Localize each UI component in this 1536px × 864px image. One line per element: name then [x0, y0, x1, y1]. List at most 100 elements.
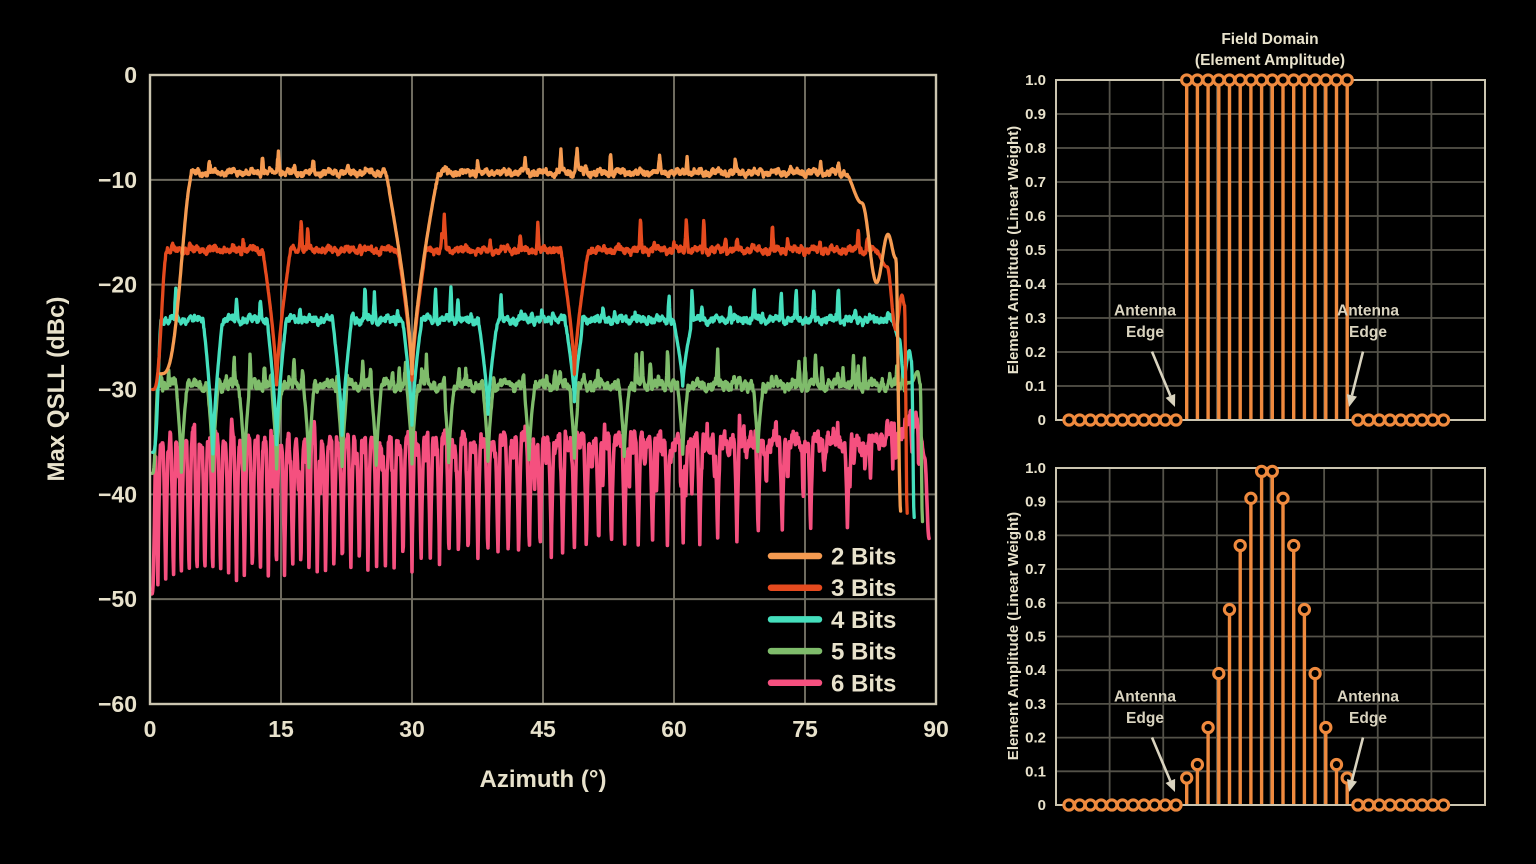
stem-marker [1212, 666, 1226, 681]
stem-marker [1254, 464, 1269, 479]
stem-marker [1201, 73, 1215, 87]
stem-marker-zero [1361, 798, 1376, 812]
main-chart-series [150, 146, 931, 596]
stem-marker [1276, 491, 1290, 505]
legend-item: 5 Bits [767, 639, 896, 666]
y-tick-label: 0.2 [1025, 344, 1046, 361]
y-tick-label: 0.1 [1025, 763, 1046, 780]
uniform-chart-y-axis-label: Element Amplitude (Linear Weight) [1005, 126, 1022, 374]
stem-marker-zero [1404, 413, 1419, 427]
stem-marker [1297, 73, 1312, 87]
y-tick-label: 1.0 [1025, 72, 1046, 89]
stem-marker [1190, 757, 1205, 772]
stem-marker-zero [1383, 413, 1397, 427]
stem-marker [1244, 491, 1258, 505]
y-tick-label: 0.8 [1025, 527, 1046, 544]
field-domain-title-line1: Field Domain [1221, 31, 1318, 48]
stem-marker-zero [1372, 413, 1386, 427]
stem-marker-zero [1404, 798, 1419, 812]
y-tick-label: 0 [124, 62, 137, 88]
y-tick-label: 0.4 [1025, 662, 1047, 679]
stem-marker [1287, 538, 1301, 553]
legend-label: 2 Bits [831, 544, 896, 571]
stem-marker [1233, 73, 1247, 87]
stem-marker-zero [1426, 413, 1440, 427]
stem-marker [1244, 73, 1258, 87]
y-tick-label: 0.5 [1025, 629, 1046, 646]
stem-marker-zero [1158, 413, 1172, 427]
y-tick-label: 0.4 [1025, 276, 1047, 293]
stem-marker-zero [1126, 798, 1140, 812]
stem-marker [1180, 73, 1194, 87]
series-line-2-bits [158, 146, 903, 513]
legend-item: 2 Bits [767, 544, 896, 571]
stem-marker [1276, 73, 1290, 87]
antenna-edge-arrowhead [1346, 779, 1358, 792]
antenna-edge-arrow [1350, 351, 1365, 396]
stem-marker [1340, 73, 1354, 87]
y-tick-label: −30 [98, 377, 137, 403]
stem-marker [1190, 73, 1205, 87]
legend-item: 3 Bits [767, 575, 896, 602]
stem-marker [1265, 464, 1279, 479]
series-line-3-bits [150, 212, 909, 515]
antenna-edge-arrow [1350, 737, 1365, 781]
stem-marker-zero [1147, 413, 1162, 427]
stem-marker-zero [1073, 413, 1087, 427]
stem-marker [1308, 666, 1322, 681]
stem-marker [1319, 73, 1333, 87]
y-tick-label: 0.6 [1025, 208, 1046, 225]
y-tick-label: 0.7 [1025, 174, 1046, 191]
stem-marker [1180, 771, 1194, 785]
stem-marker-zero [1169, 413, 1183, 427]
plot-frame [148, 73, 938, 706]
stem-marker-zero [1394, 413, 1408, 427]
legend-label: 3 Bits [831, 575, 896, 602]
x-tick-label: 30 [399, 716, 425, 742]
stem-marker-zero [1351, 413, 1365, 427]
y-tick-label: −60 [98, 691, 137, 717]
tapered-chart-y-axis-label: Element Amplitude (Linear Weight) [1005, 512, 1022, 760]
y-tick-label: 0.3 [1025, 310, 1046, 327]
stem-marker [1222, 73, 1237, 87]
stem-marker [1329, 73, 1344, 87]
antenna-edge-annotation: Antenna Edge [1114, 303, 1176, 342]
stem-marker-zero [1147, 798, 1162, 812]
x-tick-label: 15 [268, 716, 294, 742]
stem-marker-zero [1083, 413, 1098, 427]
y-tick-label: 0.3 [1025, 696, 1046, 713]
y-tick-label: 0.8 [1025, 140, 1046, 157]
stem-marker [1233, 538, 1247, 553]
stem-marker [1265, 73, 1279, 87]
stem-marker-zero [1115, 413, 1130, 427]
x-tick-label: 90 [923, 716, 949, 742]
x-tick-label: 75 [792, 716, 818, 742]
y-tick-label: 0 [1038, 412, 1046, 429]
stem-marker-zero [1062, 798, 1076, 812]
stem-marker-zero [1436, 413, 1451, 427]
stem-marker-zero [1126, 413, 1140, 427]
y-tick-label: 0.9 [1025, 106, 1046, 123]
antenna-edge-arrowhead [1165, 778, 1176, 792]
stem-marker [1222, 602, 1237, 617]
stem-marker-zero [1073, 798, 1087, 812]
stem-marker-zero [1094, 413, 1108, 427]
stem-marker-zero [1426, 798, 1440, 812]
y-tick-label: 1.0 [1025, 460, 1046, 477]
stem-marker-zero [1415, 798, 1429, 812]
stem-marker [1201, 720, 1215, 735]
legend: 2 Bits 3 Bits 4 Bits 5 Bits 6 Bits [767, 544, 896, 697]
legend-label: 6 Bits [831, 670, 896, 697]
stem-marker [1212, 73, 1226, 87]
x-tick-label: 60 [661, 716, 687, 742]
stem-marker-zero [1094, 798, 1108, 812]
stem-marker-zero [1115, 798, 1130, 812]
y-tick-label: 0 [1038, 797, 1046, 814]
stem-marker-zero [1436, 798, 1451, 812]
y-tick-label: −50 [98, 586, 137, 612]
series-line-6-bits [150, 408, 931, 596]
antenna-edge-annotation: Antenna Edge [1337, 303, 1399, 342]
stem-marker-zero [1169, 798, 1183, 812]
stem-marker-zero [1372, 798, 1386, 812]
